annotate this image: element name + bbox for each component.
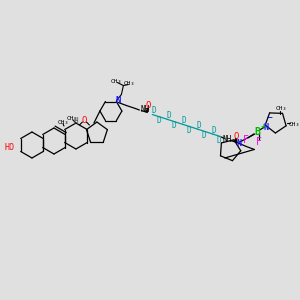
Text: D: D [212,126,216,135]
Text: CH₃: CH₃ [275,106,286,110]
Text: N: N [236,139,241,148]
Text: D: D [172,121,176,130]
Text: N: N [263,122,268,131]
Text: CH₃: CH₃ [57,119,69,124]
Text: O: O [146,101,151,110]
Text: HO: HO [5,142,15,152]
Text: −: − [267,113,273,123]
Text: D: D [217,136,221,145]
Text: D: D [156,116,161,125]
Text: CH₃: CH₃ [124,81,135,86]
Text: D: D [202,131,206,140]
Text: O: O [82,116,87,124]
Text: NH: NH [223,135,232,144]
Text: NH: NH [140,105,150,114]
Text: CH₃: CH₃ [66,116,78,121]
Text: D: D [151,106,156,115]
Text: D: D [167,111,171,120]
Text: D: D [187,126,191,135]
Text: +: + [260,122,266,130]
Text: CH₃: CH₃ [111,79,122,84]
Text: D: D [196,121,201,130]
Text: F: F [256,137,262,147]
Text: O: O [234,132,239,141]
Text: B: B [255,127,261,137]
Text: CH₃: CH₃ [288,122,299,127]
Text: H: H [73,116,78,125]
Text: F: F [243,135,249,145]
Text: D: D [182,116,186,125]
Text: N: N [116,96,121,105]
